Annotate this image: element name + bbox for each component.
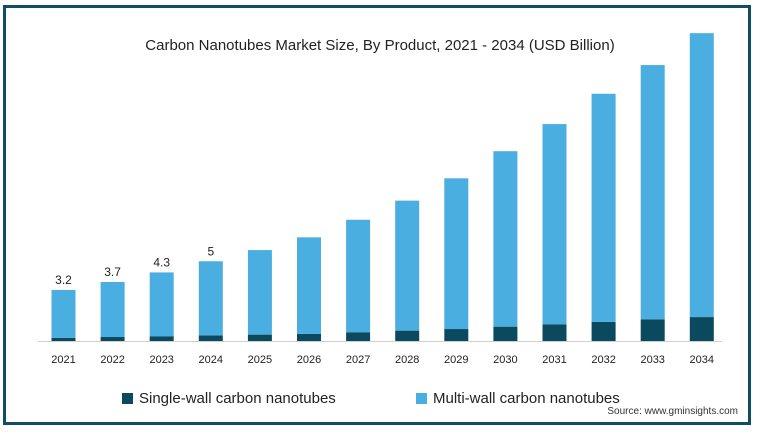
bar-multi-wall-2021 bbox=[51, 289, 76, 338]
bar-multi-wall-2030 bbox=[493, 151, 518, 327]
bar-single-wall-2026 bbox=[297, 333, 321, 341]
bar-multi-wall-2034 bbox=[689, 33, 714, 318]
bar-multi-wall-2026 bbox=[297, 237, 321, 334]
x-tick-label-2027: 2027 bbox=[346, 354, 370, 366]
bar-single-wall-2033 bbox=[640, 319, 665, 341]
bar-multi-wall-2029 bbox=[444, 178, 469, 330]
x-tick-label-2023: 2023 bbox=[149, 354, 173, 366]
chart-frame bbox=[3, 5, 751, 425]
bar-multi-wall-2033 bbox=[640, 65, 665, 320]
bar-multi-wall-2023 bbox=[149, 272, 174, 337]
bar-multi-wall-2024 bbox=[198, 261, 223, 336]
data-label-2024: 5 bbox=[207, 244, 214, 258]
bar-multi-wall-2025 bbox=[247, 250, 272, 335]
x-tick-label-2034: 2034 bbox=[690, 354, 714, 366]
bar-single-wall-2034 bbox=[689, 317, 714, 341]
legend-swatch-multi-wall bbox=[416, 392, 427, 404]
x-tick-label-2032: 2032 bbox=[591, 354, 615, 366]
bar-single-wall-2027 bbox=[346, 332, 371, 341]
legend-item-single-wall: Single-wall carbon nanotubes bbox=[122, 388, 336, 408]
legend-label-single-wall: Single-wall carbon nanotubes bbox=[139, 389, 336, 407]
x-tick-label-2033: 2033 bbox=[640, 354, 664, 366]
x-tick-label-2030: 2030 bbox=[493, 354, 517, 366]
x-tick-label-2029: 2029 bbox=[444, 354, 468, 366]
x-tick-label-2028: 2028 bbox=[395, 354, 419, 366]
bar-multi-wall-2028 bbox=[395, 200, 420, 331]
bar-single-wall-2032 bbox=[591, 321, 616, 341]
x-tick-label-2025: 2025 bbox=[248, 354, 272, 366]
source-note: Source: www.gminsights.com bbox=[607, 406, 738, 417]
x-tick-label-2021: 2021 bbox=[51, 354, 75, 366]
bar-single-wall-2031 bbox=[542, 324, 567, 341]
bar-single-wall-2025 bbox=[247, 334, 272, 341]
bar-single-wall-2024 bbox=[198, 335, 223, 341]
bar-single-wall-2023 bbox=[149, 336, 174, 341]
legend-swatch-single-wall bbox=[122, 392, 133, 404]
chart-title: Carbon Nanotubes Market Size, By Product… bbox=[145, 37, 615, 54]
x-tick-label-2031: 2031 bbox=[542, 354, 566, 366]
bar-single-wall-2029 bbox=[444, 329, 469, 341]
legend: Single-wall carbon nanotubes Multi-wall … bbox=[0, 388, 760, 408]
bar-multi-wall-2031 bbox=[542, 124, 567, 325]
x-tick-label-2022: 2022 bbox=[100, 354, 124, 366]
legend-item-multi-wall: Multi-wall carbon nanotubes bbox=[416, 388, 620, 408]
data-label-2023: 4.3 bbox=[153, 255, 170, 269]
x-tick-label-2026: 2026 bbox=[297, 354, 321, 366]
bar-single-wall-2022 bbox=[100, 337, 125, 341]
bar-multi-wall-2022 bbox=[100, 281, 125, 338]
bar-single-wall-2021 bbox=[51, 337, 76, 341]
data-label-2021: 3.2 bbox=[55, 273, 72, 287]
data-label-2022: 3.7 bbox=[104, 265, 121, 279]
bar-multi-wall-2027 bbox=[346, 219, 371, 333]
legend-label-multi-wall: Multi-wall carbon nanotubes bbox=[433, 389, 620, 407]
bar-single-wall-2028 bbox=[395, 330, 420, 341]
x-tick-label-2024: 2024 bbox=[199, 354, 223, 366]
bar-multi-wall-2032 bbox=[591, 93, 616, 322]
bar-single-wall-2030 bbox=[493, 326, 518, 341]
